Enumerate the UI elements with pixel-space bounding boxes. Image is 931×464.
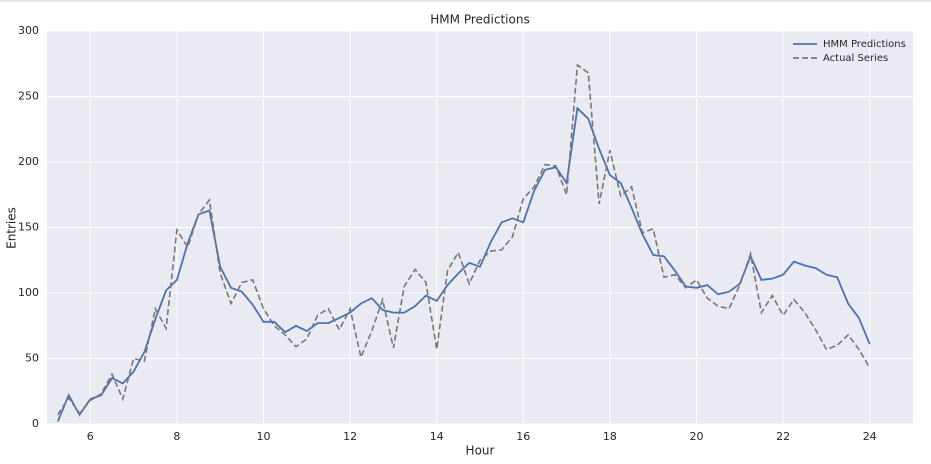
x-tick-label: 12 — [343, 430, 357, 443]
x-tick-label: 18 — [603, 430, 617, 443]
x-tick-label: 22 — [776, 430, 790, 443]
y-tick-label: 0 — [32, 417, 39, 430]
x-tick-label: 20 — [690, 430, 704, 443]
y-tick-label: 50 — [25, 352, 39, 365]
y-tick-label: 100 — [18, 286, 39, 299]
series-line — [57, 63, 871, 416]
legend-label: HMM Predictions — [823, 39, 906, 50]
x-axis-label: Hour — [466, 444, 495, 458]
y-tick-label: 200 — [18, 155, 39, 168]
y-tick-label: 150 — [18, 221, 39, 234]
y-axis-label: Entries — [5, 207, 19, 249]
x-tick-label: 14 — [430, 430, 444, 443]
series-line — [56, 106, 871, 422]
x-tick-label: 10 — [257, 430, 271, 443]
legend-label: Actual Series — [823, 53, 888, 64]
x-tick-label: 6 — [87, 430, 94, 443]
x-tick-label: 8 — [173, 430, 180, 443]
x-tick-label: 24 — [863, 430, 877, 443]
chart-title: HMM Predictions — [430, 13, 529, 27]
x-tick-label: 16 — [516, 430, 530, 443]
y-tick-label: 250 — [18, 90, 39, 103]
y-tick-label: 300 — [18, 24, 39, 37]
